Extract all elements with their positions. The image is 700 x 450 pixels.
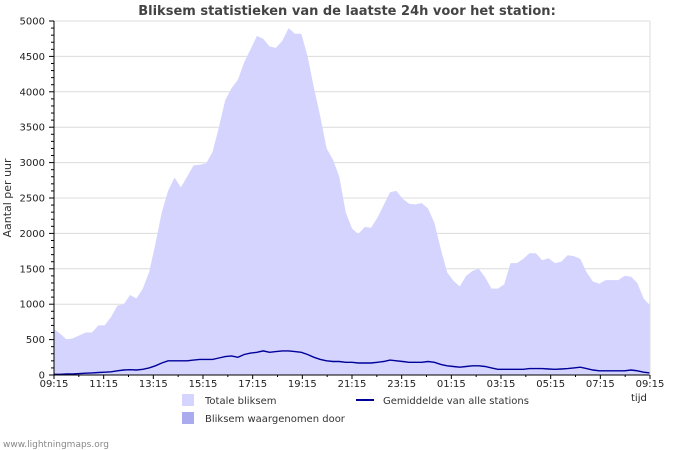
y-tick-label: 1500 (20, 264, 45, 275)
y-tick-label: 0 (39, 371, 45, 382)
y-tick-label: 5000 (20, 17, 45, 28)
x-axis-ticks: 09:15 11:15 13:15 15:15 17:15 19:15 21:15 23:15… (40, 375, 665, 390)
x-tick-label: 07:15 (586, 379, 615, 390)
x-tick-label: 21:15 (338, 379, 367, 390)
y-tick-label: 3500 (20, 123, 45, 134)
y-tick-label: 2000 (20, 229, 45, 240)
x-tick-label: 05:15 (536, 379, 565, 390)
y-tick-label: 4500 (20, 52, 45, 63)
legend-swatch-detected (182, 412, 194, 424)
y-axis-ticks: 0 500 1000 1500 2000 2500 3000 3500 4000 4500 5000 (20, 17, 54, 382)
legend: Totale bliksem Bliksem waargenomen door … (182, 394, 529, 425)
legend-label-detected: Bliksem waargenomen door (205, 414, 346, 425)
x-tick-label: 03:15 (487, 379, 516, 390)
y-tick-label: 4000 (20, 87, 45, 98)
legend-label-average: Gemiddelde van alle stations (383, 396, 529, 407)
x-tick-label: 13:15 (139, 379, 168, 390)
x-tick-label: 17:15 (238, 379, 267, 390)
x-tick-label: 09:15 (636, 379, 665, 390)
y-tick-label: 1000 (20, 300, 45, 311)
x-tick-label: 01:15 (437, 379, 466, 390)
x-tick-label: 15:15 (189, 379, 218, 390)
x-axis-label: tijd (631, 393, 647, 404)
chart-title: Bliksem statistieken van de laatste 24h … (138, 4, 556, 19)
x-tick-label: 11:15 (89, 379, 118, 390)
y-axis-label: Aantal per uur (1, 158, 14, 238)
x-tick-label: 19:15 (288, 379, 317, 390)
series-average-line (54, 350, 651, 375)
y-tick-label: 500 (26, 335, 45, 346)
y-tick-label: 3000 (20, 158, 45, 169)
series-total-area (54, 28, 650, 375)
legend-label-total: Totale bliksem (204, 396, 276, 407)
footer-credit: www.lightningmaps.org (3, 440, 109, 450)
y-tick-label: 2500 (20, 194, 45, 205)
x-tick-label: 09:15 (40, 379, 69, 390)
x-tick-label: 23:15 (387, 379, 416, 390)
legend-swatch-total (182, 394, 194, 406)
